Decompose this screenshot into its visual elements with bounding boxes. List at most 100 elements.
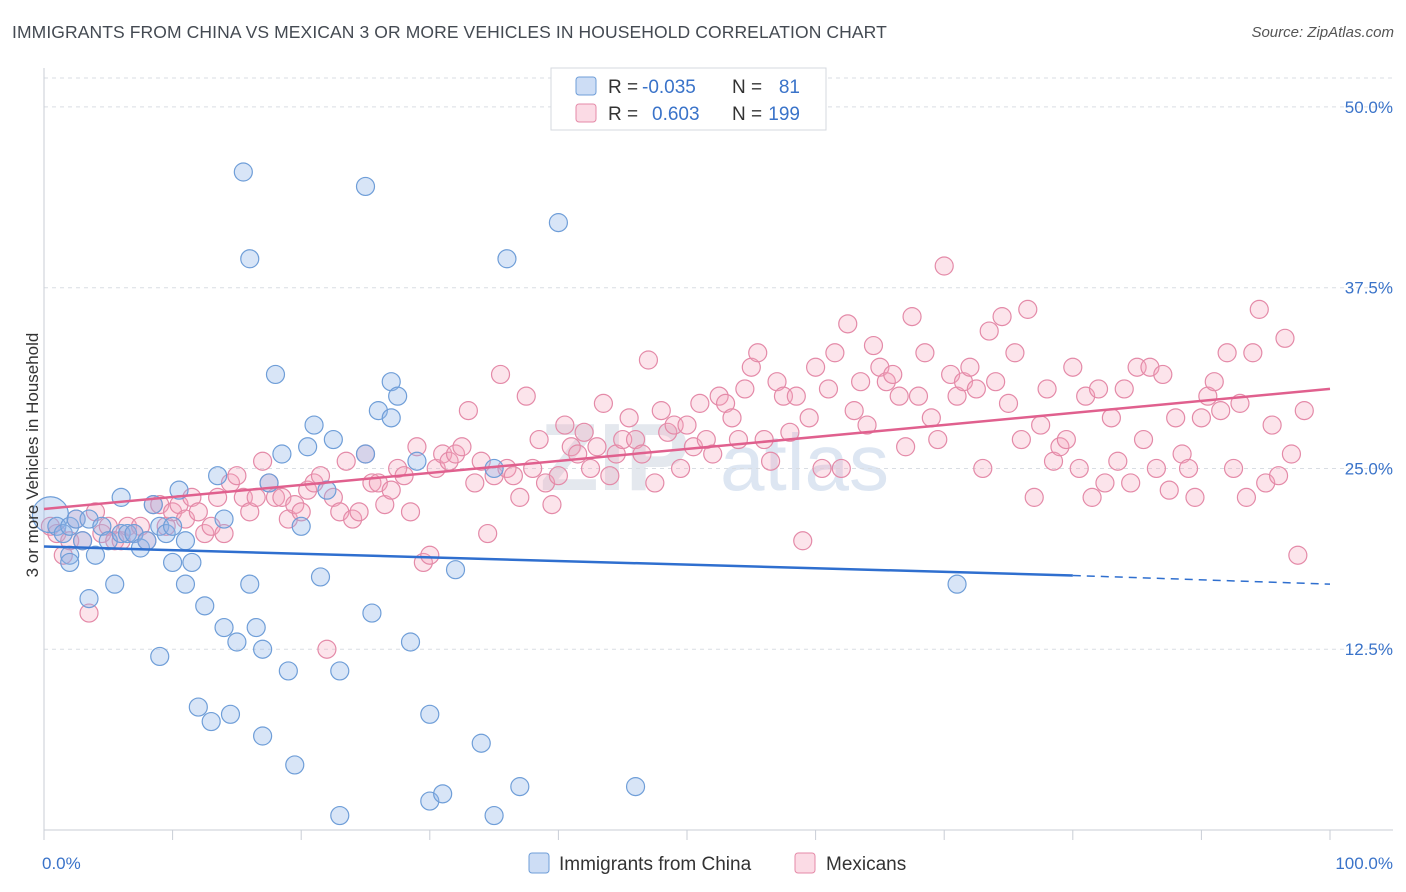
mexicans-point-46 [336,451,356,471]
china-point-5 [60,552,80,573]
mexicans-point-65 [458,401,478,421]
mexicans-point-144 [966,379,986,399]
mexicans-point-81 [561,437,581,457]
mexicans-point-172 [1146,458,1166,479]
china-point-9 [79,589,99,609]
mexicans-point-87 [600,466,620,486]
mexicans-point-70 [490,364,511,385]
x-tick-label-1: 100.0% [1335,854,1393,873]
mexicans-point-93 [638,350,659,370]
china-point-54 [323,429,343,450]
legend-mex-r-value: 0.603 [652,104,700,125]
china-point-27 [175,574,196,594]
mexicans-point-23 [188,502,208,522]
chart-title: IMMIGRANTS FROM CHINA VS MEXICAN 3 OR MO… [12,22,887,42]
mexicans-point-160 [1069,458,1089,479]
mexicans-point-32 [246,487,266,507]
y-tick-label-1: 25.0% [1345,459,1393,478]
china-point-34 [214,509,234,529]
china-point-31 [195,596,215,616]
bottom-legend-mex: Mexicans [826,854,906,875]
mexicans-point-72 [503,466,523,486]
legend-mex-n-value: 199 [768,104,800,125]
mexicans-point-29 [227,466,247,486]
mexicans-point-39 [291,502,311,522]
mexicans-point-130 [876,372,896,392]
mexicans-point-193 [1281,444,1302,464]
mexicans-point-135 [908,386,929,406]
stats-legend: R = -0.035 N = 81 R = 0.603 N = 199 [550,67,827,131]
china-point-29 [182,552,202,573]
mexicans-point-187 [1243,343,1263,363]
mexicans-point-84 [580,458,601,479]
china-point-10 [85,545,106,565]
bottom-legend-swatch-china [528,852,550,874]
mexicans-point-47 [343,509,363,529]
china-point-70 [471,733,491,753]
mexicans-point-80 [555,415,575,435]
mexicans-point-96 [658,422,678,442]
mexicans-point-137 [921,408,941,428]
china-point-49 [291,516,311,536]
china-point-13 [105,574,125,594]
china-point-42 [253,726,273,746]
mexicans-point-125 [844,401,864,421]
china-point-50 [298,437,318,457]
mexicans-point-183 [1217,343,1237,363]
china-point-52 [310,567,331,587]
mexicans-point-24 [195,523,215,544]
china-point-16 [117,523,138,544]
mexicans-point-101 [690,393,710,413]
china-point-25 [163,552,183,573]
series-legend: Immigrants from China Mexicans [528,852,906,875]
mexicans-point-115 [780,422,800,442]
mexicans-point-153 [1024,487,1044,507]
china-point-76 [625,777,646,797]
mexicans-point-155 [1037,379,1057,399]
china-point-73 [497,249,517,269]
mexicans-point-123 [831,458,851,479]
mexicans-point-152 [1018,299,1038,319]
source-credit: Source: ZipAtlas.com [1251,24,1394,41]
china-point-69 [445,560,466,580]
mexicans-point-111 [754,429,774,450]
y-tick-label-3: 50.0% [1345,98,1393,117]
y-tick-label-2: 37.5% [1345,279,1393,298]
mexicans-point-108 [735,379,755,399]
mexicans-point-38 [285,495,305,515]
mexicans-point-168 [1121,473,1141,493]
mexicans-point-188 [1249,299,1269,319]
mexicans-point-177 [1178,458,1199,479]
mexicans-point-126 [851,372,871,392]
mexicans-point-139 [934,256,954,276]
china-point-64 [400,632,421,652]
mexicans-point-110 [748,343,768,363]
mexicans-point-158 [1056,429,1076,450]
mexicans-point-145 [973,458,993,479]
china-point-41 [246,617,266,638]
mexicans-point-78 [542,495,562,515]
mexicans-point-103 [703,444,723,464]
china-point-19 [137,531,157,551]
legend-mex-r-label: R = [608,104,638,125]
mexicans-point-112 [760,451,781,471]
mexicans-point-95 [651,401,671,421]
mexicans-point-6 [79,603,99,623]
china-point-33 [208,466,228,486]
china-point-67 [420,704,440,724]
mexicans-point-147 [986,372,1006,392]
mexicans-point-136 [915,343,935,363]
mexicans-point-48 [349,502,369,522]
mexicans-point-164 [1095,473,1115,493]
mexicans-point-90 [619,408,639,428]
mexicans-point-143 [960,357,980,377]
mexicans-point-76 [529,429,549,450]
series-china [31,162,967,826]
mexicans-point-133 [896,437,916,457]
bottom-legend-swatch-mex [794,852,816,874]
legend-box [550,67,827,131]
mexicans-point-79 [548,466,569,486]
mexicans-point-119 [805,357,826,377]
mexicans-point-186 [1236,487,1257,507]
